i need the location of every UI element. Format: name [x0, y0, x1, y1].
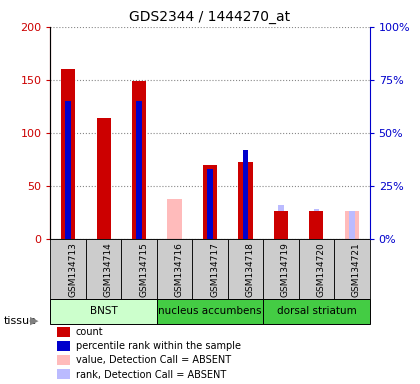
- Bar: [157, 239, 192, 299]
- Bar: [263, 299, 370, 324]
- Bar: [97, 118, 111, 239]
- Text: value, Detection Call = ABSENT: value, Detection Call = ABSENT: [76, 356, 231, 366]
- Text: ▶: ▶: [30, 316, 39, 326]
- Bar: [57, 341, 70, 351]
- Text: tissue: tissue: [4, 316, 37, 326]
- Bar: [86, 239, 121, 299]
- Text: GSM134716: GSM134716: [175, 242, 184, 297]
- Bar: [349, 212, 354, 239]
- Text: BNST: BNST: [90, 306, 118, 316]
- Bar: [61, 69, 75, 239]
- Text: GSM134721: GSM134721: [352, 242, 361, 297]
- Bar: [136, 101, 142, 239]
- Bar: [239, 162, 252, 239]
- Bar: [121, 239, 157, 299]
- Title: GDS2344 / 1444270_at: GDS2344 / 1444270_at: [129, 10, 291, 25]
- Bar: [157, 299, 263, 324]
- Text: GSM134717: GSM134717: [210, 242, 219, 297]
- Bar: [66, 101, 71, 239]
- Bar: [57, 355, 70, 365]
- Text: GSM134718: GSM134718: [245, 242, 255, 297]
- Text: GSM134713: GSM134713: [68, 242, 77, 297]
- Text: GSM134714: GSM134714: [104, 242, 113, 297]
- Bar: [243, 150, 248, 239]
- Bar: [274, 212, 288, 239]
- Text: percentile rank within the sample: percentile rank within the sample: [76, 341, 241, 351]
- Bar: [57, 369, 70, 379]
- Bar: [203, 165, 217, 239]
- Bar: [278, 205, 284, 239]
- Bar: [345, 212, 359, 239]
- Bar: [132, 81, 146, 239]
- Text: nucleus accumbens: nucleus accumbens: [158, 306, 262, 316]
- Text: GSM134719: GSM134719: [281, 242, 290, 297]
- Bar: [192, 239, 228, 299]
- Bar: [228, 239, 263, 299]
- Bar: [207, 169, 213, 239]
- Text: count: count: [76, 327, 104, 337]
- Bar: [57, 327, 70, 337]
- Bar: [168, 199, 181, 239]
- Bar: [50, 299, 157, 324]
- Bar: [50, 239, 86, 299]
- Bar: [309, 212, 323, 239]
- Bar: [299, 239, 334, 299]
- Text: rank, Detection Call = ABSENT: rank, Detection Call = ABSENT: [76, 369, 226, 379]
- Text: GSM134720: GSM134720: [316, 242, 326, 297]
- Text: dorsal striatum: dorsal striatum: [276, 306, 356, 316]
- Bar: [314, 209, 319, 239]
- Bar: [334, 239, 370, 299]
- Bar: [263, 239, 299, 299]
- Text: GSM134715: GSM134715: [139, 242, 148, 297]
